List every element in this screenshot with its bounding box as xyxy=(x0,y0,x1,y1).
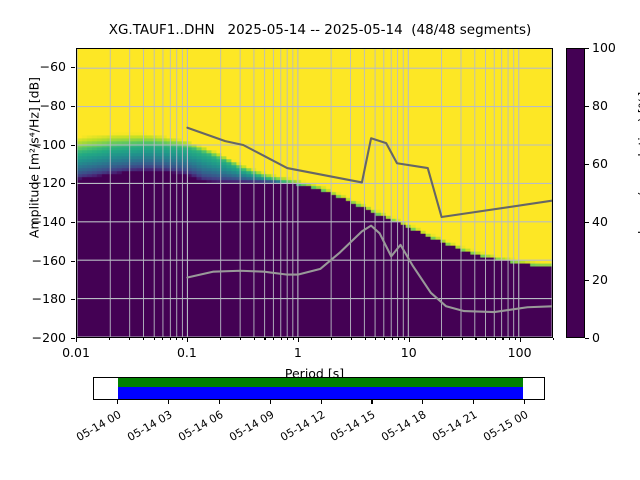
colorbar xyxy=(566,48,585,338)
x-tick-mark xyxy=(220,338,222,341)
colorbar-tick-label: 60 xyxy=(592,156,608,171)
timeline-tick-mark xyxy=(473,400,475,404)
x-tick-mark xyxy=(502,338,504,341)
x-tick-mark xyxy=(486,338,488,341)
y-tick-label: −60 xyxy=(39,59,66,75)
x-tick-mark xyxy=(153,338,155,341)
y-tick-label: −160 xyxy=(31,252,66,268)
timeline-axes[interactable] xyxy=(93,377,545,400)
x-tick-label: 1 xyxy=(293,345,302,360)
x-tick-mark xyxy=(391,338,393,341)
timeline-tick-mark xyxy=(422,400,424,404)
plot-gridlines xyxy=(77,49,552,337)
x-tick-mark xyxy=(461,338,463,341)
colorbar-tick-mark xyxy=(585,48,589,50)
x-tick-mark xyxy=(264,338,266,341)
ppsd-plot-axes[interactable] xyxy=(76,48,553,338)
ppsd-heatmap xyxy=(77,49,552,337)
x-tick-mark xyxy=(408,338,410,342)
y-axis-label: Amplitude [m²/s⁴/Hz] [dB] xyxy=(26,76,42,239)
y-tick-mark xyxy=(71,183,75,185)
colorbar-tick-label: 0 xyxy=(592,330,600,345)
x-tick-mark xyxy=(508,338,510,341)
x-tick-mark xyxy=(253,338,255,341)
x-tick-mark xyxy=(162,338,164,341)
x-tick-mark xyxy=(292,338,294,341)
x-tick-mark xyxy=(142,338,144,341)
colorbar-gradient xyxy=(567,49,584,337)
timeline-tick-mark xyxy=(524,400,526,404)
x-tick-mark xyxy=(514,338,516,341)
timeline-tick-mark xyxy=(371,400,373,404)
x-tick-mark xyxy=(273,338,275,341)
x-tick-mark xyxy=(186,338,188,342)
x-tick-mark xyxy=(403,338,405,341)
colorbar-tick-label: 100 xyxy=(592,40,616,55)
x-tick-mark xyxy=(350,338,352,341)
y-tick-label: −120 xyxy=(31,175,66,191)
y-tick-label: −200 xyxy=(31,330,66,345)
x-tick-mark xyxy=(280,338,282,341)
y-tick-mark xyxy=(71,299,75,301)
y-tick-mark xyxy=(71,144,75,146)
y-tick-label: −180 xyxy=(31,291,66,307)
y-tick-label: −100 xyxy=(31,136,66,152)
x-tick-mark xyxy=(76,338,78,342)
x-tick-mark xyxy=(331,338,333,341)
x-tick-mark xyxy=(384,338,386,341)
x-tick-mark xyxy=(176,338,178,341)
x-tick-label: 10 xyxy=(400,345,417,360)
timeline-tick-mark xyxy=(218,400,220,404)
x-tick-mark xyxy=(128,338,130,341)
timeline-tick-mark xyxy=(320,400,322,404)
x-tick-label: 100 xyxy=(507,345,532,360)
colorbar-tick-mark xyxy=(585,164,589,166)
colorbar-tick-label: 80 xyxy=(592,98,608,113)
x-tick-mark xyxy=(397,338,400,341)
timeline-tick-mark xyxy=(167,400,169,404)
y-tick-mark xyxy=(71,67,75,69)
x-tick-mark xyxy=(287,338,289,341)
page-title: XG.TAUF1..DHN 2025-05-14 -- 2025-05-14 (… xyxy=(108,22,532,38)
x-tick-mark xyxy=(109,338,111,341)
colorbar-label: non-exceedance (cumulative) [%] xyxy=(635,91,640,304)
x-tick-label: 0.1 xyxy=(176,345,197,360)
x-tick-mark xyxy=(553,338,555,341)
x-tick-mark xyxy=(181,338,183,341)
timeline-tick-mark xyxy=(116,400,119,404)
x-tick-mark xyxy=(297,338,299,342)
x-tick-mark xyxy=(442,338,444,341)
colorbar-tick-mark xyxy=(585,222,589,224)
y-tick-mark xyxy=(71,260,75,262)
x-tick-mark xyxy=(169,338,171,341)
timeline-data-bar xyxy=(117,386,524,399)
colorbar-tick-mark xyxy=(585,106,589,108)
y-tick-label: −80 xyxy=(39,98,66,113)
x-tick-mark xyxy=(519,338,521,342)
y-tick-mark xyxy=(71,106,75,108)
y-tick-mark xyxy=(71,222,75,224)
timeline-tick-mark xyxy=(269,400,271,404)
noise-model-lines xyxy=(186,126,552,314)
timeline-used-bar xyxy=(117,378,524,387)
y-tick-label: −140 xyxy=(31,214,66,229)
x-tick-mark xyxy=(495,338,497,341)
x-tick-label: 0.01 xyxy=(62,345,90,360)
colorbar-tick-label: 40 xyxy=(592,214,608,229)
colorbar-tick-mark xyxy=(585,338,589,340)
colorbar-tick-label: 20 xyxy=(592,272,608,287)
x-tick-mark xyxy=(375,338,377,341)
x-tick-mark xyxy=(475,338,477,341)
x-tick-mark xyxy=(364,338,366,341)
colorbar-tick-mark xyxy=(585,280,589,282)
x-tick-mark xyxy=(239,338,241,341)
y-tick-mark xyxy=(71,338,75,340)
